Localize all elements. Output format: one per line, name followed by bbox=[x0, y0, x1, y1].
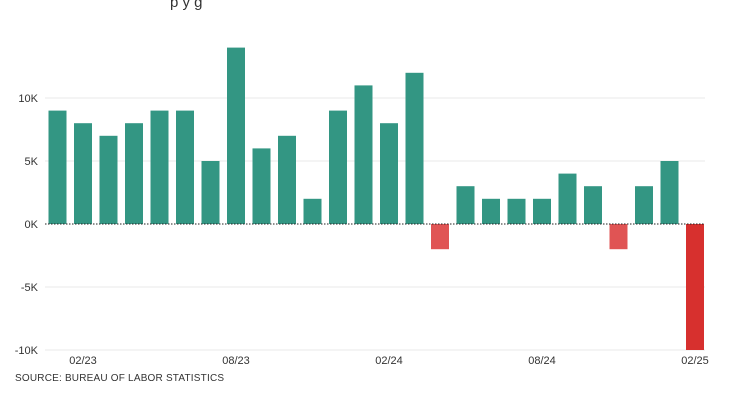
bar-03-23 bbox=[99, 135, 118, 224]
bar-05-24 bbox=[456, 186, 475, 224]
bar-01-25 bbox=[660, 161, 679, 224]
bar-02-24 bbox=[380, 123, 398, 224]
x-tick-label: 08/23 bbox=[222, 355, 250, 367]
x-tick-label: 02/23 bbox=[69, 355, 97, 367]
bar-07-23 bbox=[201, 161, 220, 224]
bar-11-23 bbox=[303, 198, 322, 224]
source-note: SOURCE: BUREAU OF LABOR STATISTICS bbox=[15, 373, 225, 384]
x-tick-label: 02/24 bbox=[375, 355, 403, 367]
y-tick-label: -5K bbox=[21, 282, 39, 294]
bar-02-25 bbox=[686, 224, 704, 350]
bar-10-24 bbox=[584, 186, 602, 224]
bar-04-24 bbox=[431, 224, 449, 250]
bar-12-23 bbox=[329, 110, 347, 224]
bar-10-23 bbox=[278, 135, 296, 224]
bar-06-23 bbox=[176, 110, 194, 224]
bar-12-24 bbox=[635, 186, 653, 224]
bar-07-24 bbox=[507, 198, 526, 224]
bar-09-23 bbox=[252, 148, 271, 224]
bar-08-23 bbox=[227, 47, 245, 224]
bar-02-23 bbox=[74, 123, 92, 224]
bar-05-23 bbox=[150, 110, 169, 224]
bar-03-24 bbox=[405, 72, 424, 224]
x-tick-label: 08/24 bbox=[528, 355, 556, 367]
bar-01-24 bbox=[354, 85, 373, 225]
bar-06-24 bbox=[482, 198, 500, 224]
y-tick-label: 5K bbox=[25, 156, 39, 168]
x-tick-label: 02/25 bbox=[681, 355, 709, 367]
bar-04-23 bbox=[125, 123, 143, 224]
y-tick-label: -10K bbox=[15, 345, 39, 357]
bar-08-24 bbox=[533, 198, 551, 224]
bar-11-24 bbox=[609, 224, 628, 250]
bar-01-23 bbox=[48, 110, 67, 224]
y-tick-label: 10K bbox=[18, 93, 38, 105]
partial-header-text: p y g bbox=[170, 0, 203, 11]
bar-09-24 bbox=[558, 173, 577, 224]
y-tick-label: 0K bbox=[25, 219, 39, 231]
